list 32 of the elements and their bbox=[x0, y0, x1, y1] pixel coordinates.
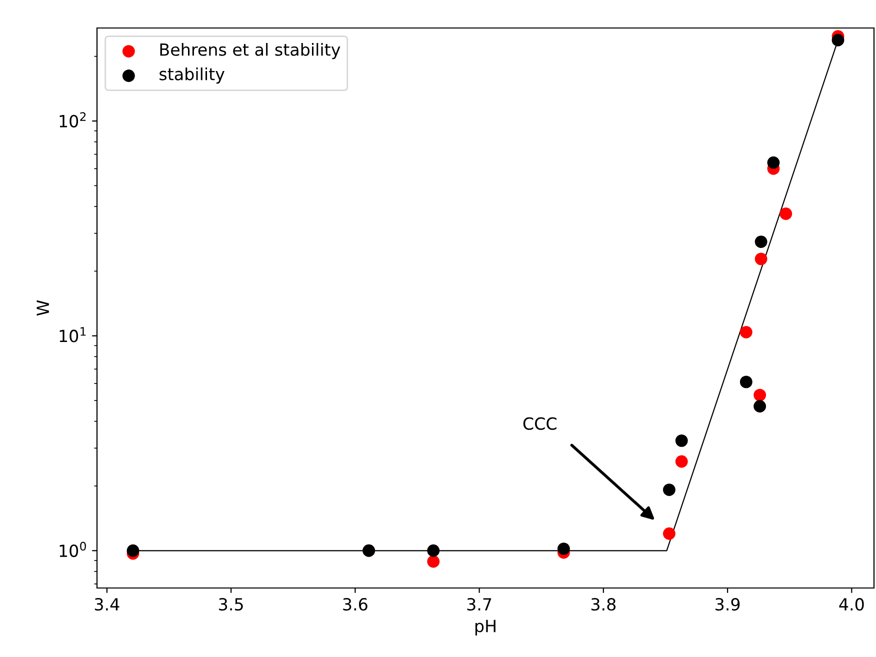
point bbox=[662, 527, 676, 540]
point bbox=[754, 236, 768, 248]
point bbox=[427, 555, 440, 568]
x-tick-label: 4.0 bbox=[839, 598, 864, 611]
point bbox=[662, 484, 676, 496]
point bbox=[675, 455, 688, 468]
x-tick-label: 3.5 bbox=[219, 598, 243, 611]
point bbox=[740, 376, 752, 388]
y-tick-label: 10$^{0}$ bbox=[60, 542, 86, 558]
point bbox=[754, 400, 766, 412]
point bbox=[126, 544, 140, 557]
point bbox=[675, 434, 688, 447]
y-axis-title: W bbox=[36, 300, 49, 316]
legend-label: Behrens et al stability bbox=[160, 43, 340, 60]
x-tick-label: 3.6 bbox=[343, 598, 368, 611]
point bbox=[427, 544, 440, 557]
x-tick-label: 3.9 bbox=[716, 598, 740, 611]
x-tick-label: 3.7 bbox=[467, 598, 492, 611]
x-tick-label: 3.8 bbox=[591, 598, 616, 611]
legend-label: stability bbox=[160, 67, 224, 84]
point bbox=[832, 34, 844, 46]
x-tick-label: 3.4 bbox=[94, 598, 120, 611]
x-axis-title: pH bbox=[475, 620, 496, 636]
annotation: CCC bbox=[523, 417, 556, 430]
point bbox=[754, 252, 768, 266]
point bbox=[557, 542, 570, 555]
point bbox=[767, 156, 780, 169]
point bbox=[754, 388, 766, 402]
y-tick-label: 10$^{2}$ bbox=[60, 112, 86, 128]
y-tick-label: 10$^{1}$ bbox=[60, 327, 86, 342]
point bbox=[780, 208, 792, 220]
point bbox=[740, 326, 752, 338]
